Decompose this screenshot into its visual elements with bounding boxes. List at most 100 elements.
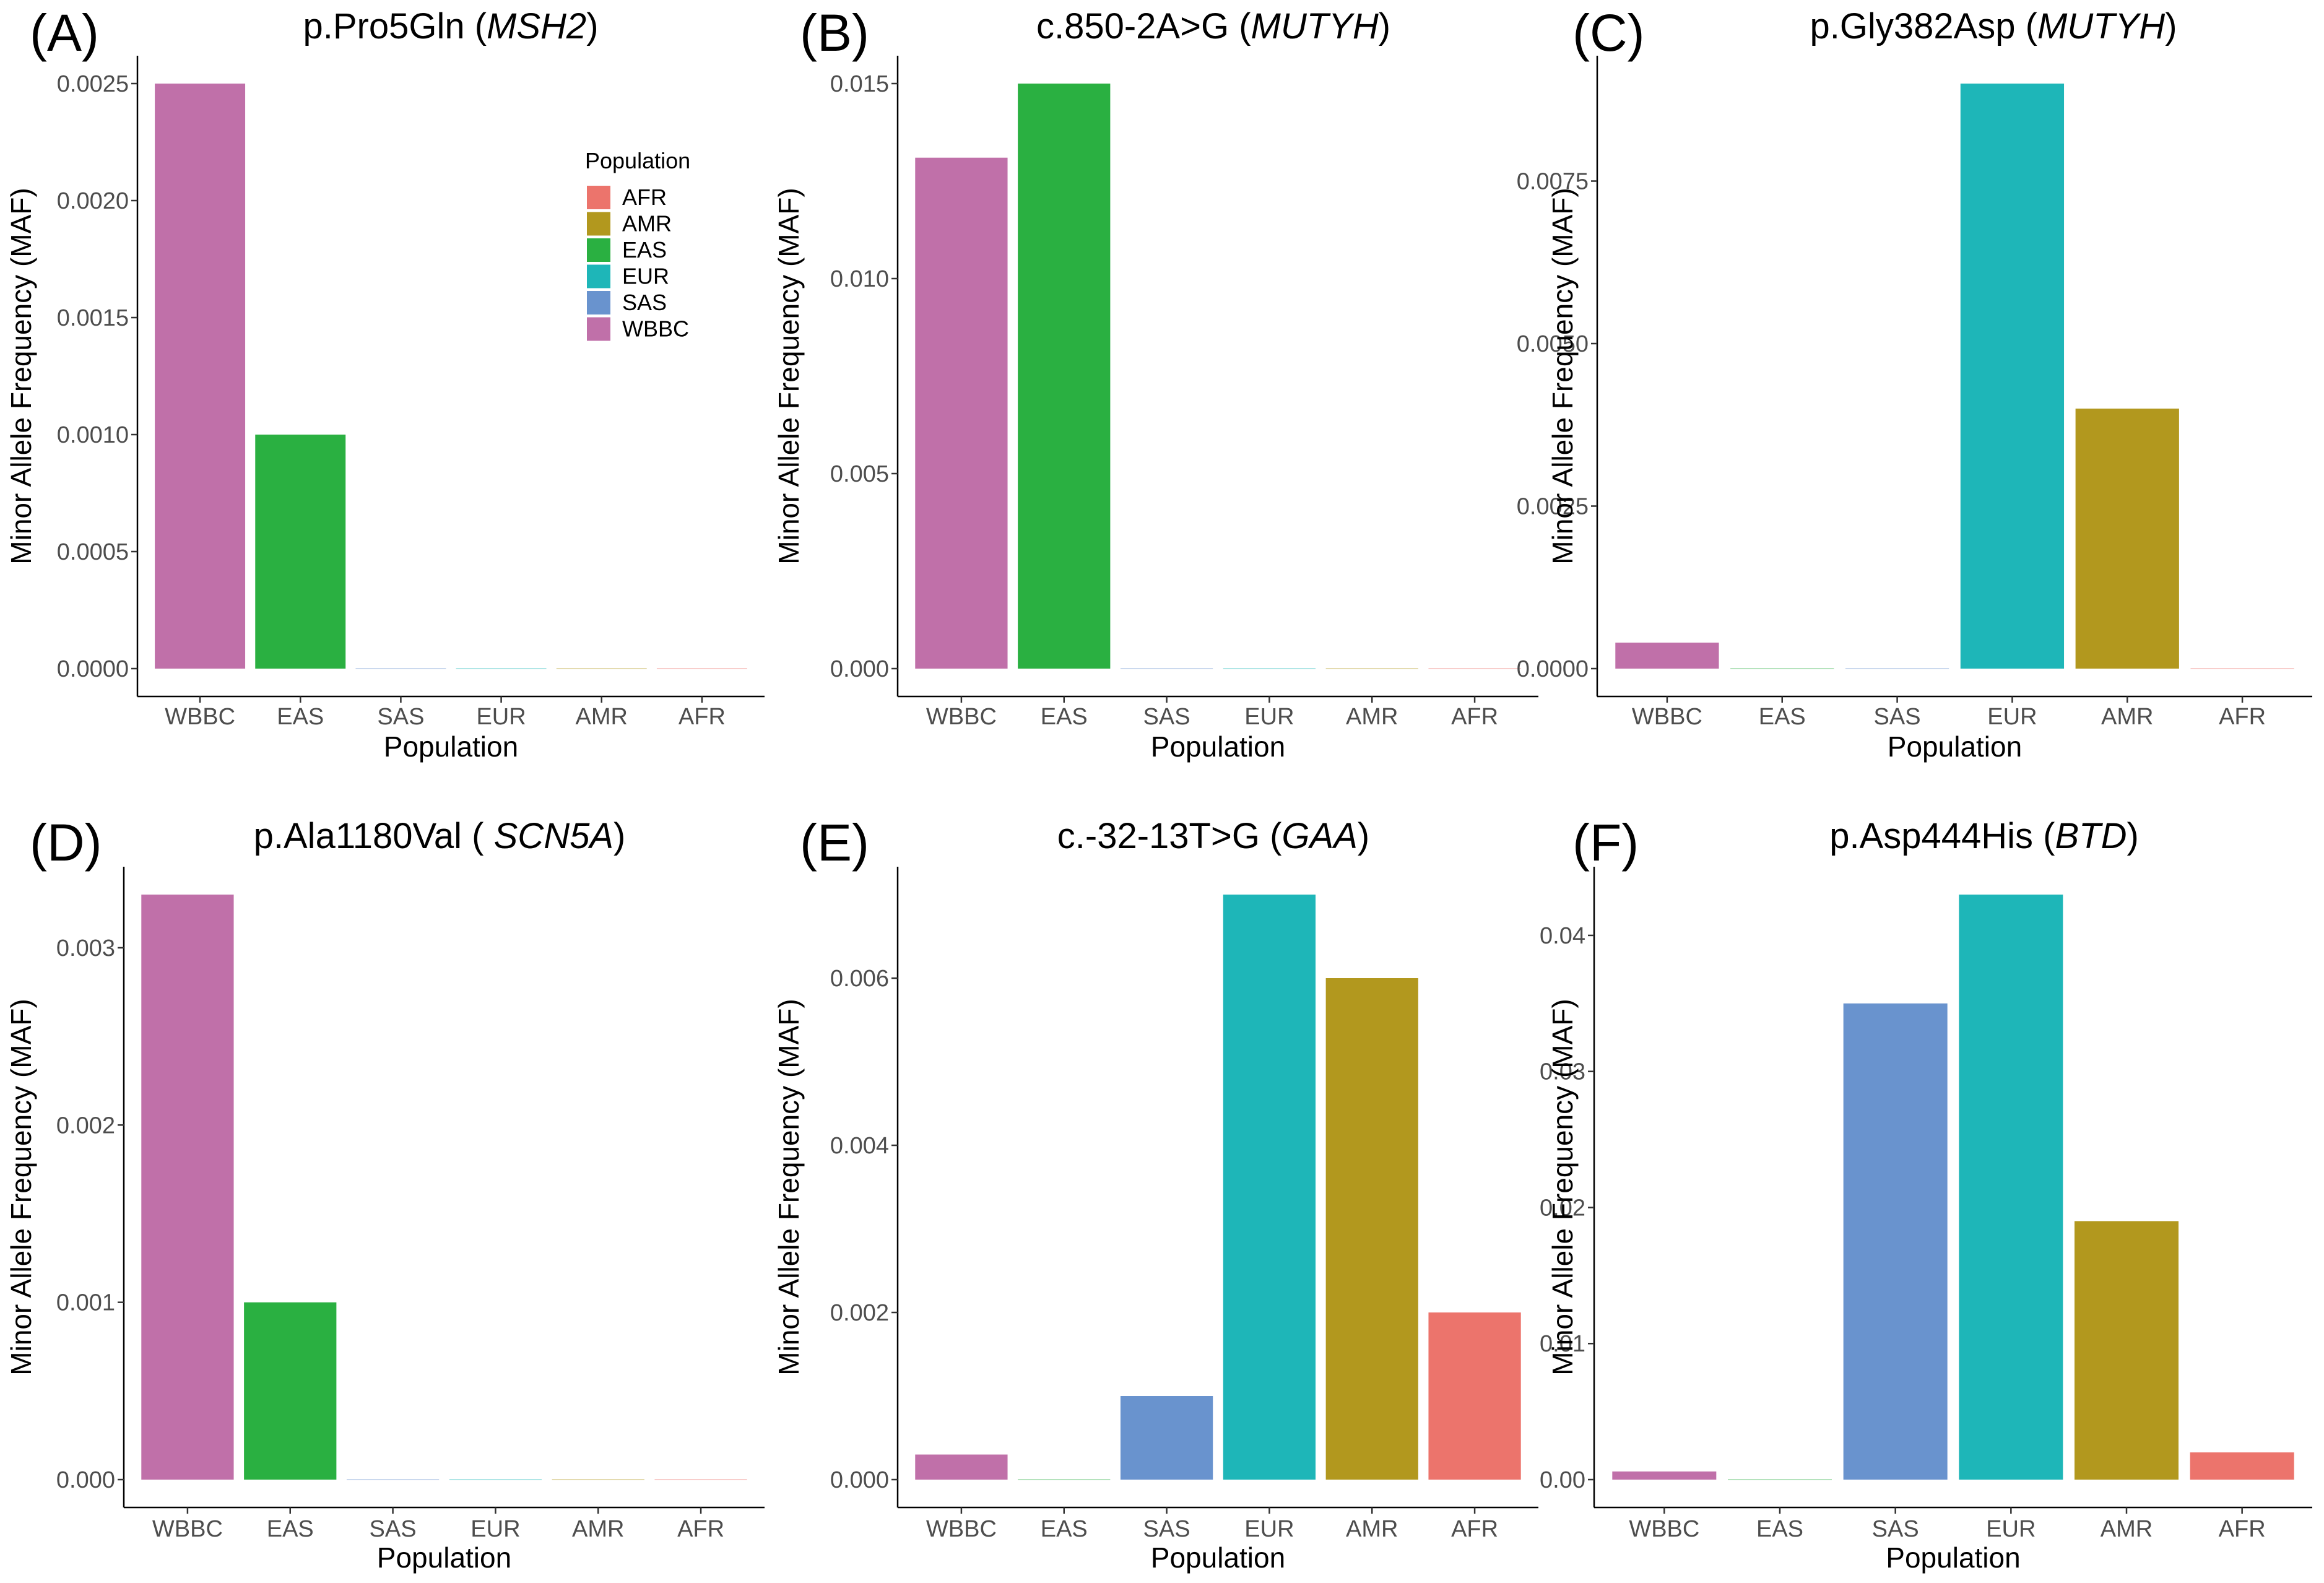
y-tick-label: 0.000 <box>56 1467 115 1493</box>
panel-letter: (C) <box>1572 4 1645 62</box>
chart-title-prefix: c.850-2A>G ( <box>1036 6 1251 46</box>
chart-title-prefix: p.Asp444His ( <box>1829 816 2055 856</box>
legend-title: Population <box>585 148 690 173</box>
bar-amr <box>2075 409 2179 669</box>
y-tick-label: 0.001 <box>56 1290 115 1316</box>
bar-eas <box>1728 1479 1832 1480</box>
legend-swatch-amr <box>587 212 610 236</box>
x-tick-label: SAS <box>370 1516 417 1542</box>
bar-eas <box>1730 668 1834 669</box>
bar-eas <box>244 1302 337 1480</box>
legend-swatch-wbbc <box>587 317 610 341</box>
y-axis-title: Minor Allele Frequency (MAF) <box>5 188 37 564</box>
legend-swatch-eas <box>587 238 610 262</box>
chart-title-gene: SCN5A <box>494 816 614 856</box>
chart-title-prefix: p.Gly382Asp ( <box>1810 6 2037 46</box>
chart-title-suffix: ) <box>1358 816 1369 856</box>
bar-sas <box>355 668 446 669</box>
x-tick-label: EAS <box>1759 704 1806 730</box>
bar-wbbc <box>915 1454 1008 1480</box>
panel-letter: (A) <box>30 4 99 62</box>
bar-amr <box>552 1479 644 1480</box>
y-tick-label: 0.000 <box>830 656 889 682</box>
chart-panel-1: (A) p.Pro5Gln (MSH2) 0.0000 0.0005 0.0010 0.0… <box>5 4 765 763</box>
y-tick-label: 0.0015 <box>57 305 129 331</box>
bar-eur <box>456 668 547 669</box>
bar-eur <box>1223 895 1316 1480</box>
x-tick-label: EUR <box>476 704 526 730</box>
x-tick-label: AMR <box>576 704 628 730</box>
x-tick-label: EAS <box>1041 1516 1088 1542</box>
bar-sas <box>1845 668 1949 669</box>
x-tick-label: AMR <box>2101 1516 2153 1542</box>
chart-title-gene: MUTYH <box>1251 6 1379 46</box>
y-tick-label: 0.02 <box>1540 1195 1585 1221</box>
y-axis-title: Minor Allele Frequency (MAF) <box>5 999 37 1375</box>
y-tick-label: 0.0025 <box>57 71 129 97</box>
bar-afr <box>654 1479 747 1480</box>
x-tick-label: WBBC <box>1632 704 1702 730</box>
x-tick-label: EUR <box>1987 704 2037 730</box>
x-tick-label: SAS <box>1872 1516 1919 1542</box>
bar-wbbc <box>1615 643 1719 669</box>
panel-letter: (F) <box>1572 813 1639 872</box>
bar-sas <box>1120 668 1213 669</box>
x-tick-label: SAS <box>1143 1516 1190 1542</box>
chart-title-gene: MSH2 <box>487 6 586 46</box>
x-tick-label: SAS <box>1874 704 1921 730</box>
legend-label-eas: EAS <box>622 237 667 262</box>
x-axis-title: Population <box>377 1542 511 1574</box>
y-tick-label: 0.010 <box>830 266 889 292</box>
bar-eas <box>1018 1479 1111 1480</box>
legend-label-amr: AMR <box>622 211 672 236</box>
chart-title: c.-32-13T>G (GAA) <box>1057 816 1369 856</box>
x-tick-label: EAS <box>277 704 324 730</box>
bar-eur <box>449 1479 542 1480</box>
y-tick-label: 0.00 <box>1540 1467 1585 1493</box>
x-axis-title: Population <box>1886 1542 2020 1574</box>
chart-title: c.850-2A>G (MUTYH) <box>1036 6 1390 46</box>
y-tick-label: 0.002 <box>56 1112 115 1138</box>
bar-sas <box>1843 1003 1948 1480</box>
y-tick-label: 0.000 <box>830 1467 889 1493</box>
chart-title-gene: GAA <box>1281 816 1358 856</box>
bar-afr <box>656 668 747 669</box>
x-tick-label: EUR <box>1244 704 1294 730</box>
x-axis-title: Population <box>384 731 518 763</box>
legend-label-eur: EUR <box>622 264 669 289</box>
y-tick-label: 0.01 <box>1540 1331 1585 1357</box>
x-axis-title: Population <box>1151 1542 1285 1574</box>
x-tick-label: WBBC <box>926 704 997 730</box>
bar-sas <box>1120 1396 1213 1480</box>
chart-title-suffix: ) <box>2127 816 2138 856</box>
x-tick-label: SAS <box>1143 704 1190 730</box>
x-tick-label: AFR <box>2219 1516 2266 1542</box>
x-axis-title: Population <box>1888 731 2022 763</box>
bar-wbbc <box>155 84 246 669</box>
x-tick-label: AFR <box>2219 704 2266 730</box>
x-tick-label: WBBC <box>152 1516 223 1542</box>
x-tick-label: EUR <box>1986 1516 2036 1542</box>
bar-eur <box>1959 895 2063 1480</box>
x-tick-label: AMR <box>572 1516 624 1542</box>
legend-label-wbbc: WBBC <box>622 316 689 342</box>
y-tick-label: 0.015 <box>830 71 889 97</box>
x-axis-title: Population <box>1151 731 1285 763</box>
bar-sas <box>346 1479 440 1480</box>
y-tick-label: 0.0025 <box>1517 494 1589 520</box>
x-tick-label: EUR <box>1244 1516 1294 1542</box>
bar-amr <box>1325 668 1418 669</box>
bar-amr <box>1325 978 1418 1480</box>
y-tick-label: 0.006 <box>830 966 889 992</box>
bar-afr <box>2190 1452 2294 1480</box>
y-tick-label: 0.0000 <box>57 656 129 682</box>
x-tick-label: EUR <box>470 1516 520 1542</box>
chart-title-gene: BTD <box>2055 816 2127 856</box>
legend-label-sas: SAS <box>622 290 667 315</box>
x-tick-label: AFR <box>677 1516 724 1542</box>
x-tick-label: AFR <box>679 704 726 730</box>
x-tick-label: AMR <box>2101 704 2153 730</box>
chart-title-prefix: p.Pro5Gln ( <box>303 6 487 46</box>
y-tick-label: 0.04 <box>1540 923 1585 949</box>
bar-eur <box>1960 84 2065 669</box>
